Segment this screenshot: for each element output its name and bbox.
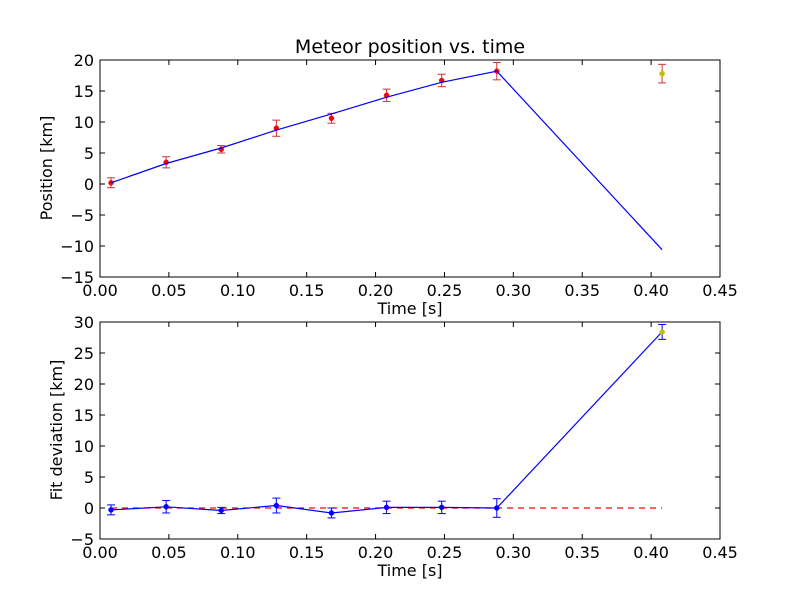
data-point [659,329,665,335]
y-tick-label: −5 [70,530,94,549]
y-tick-label: −15 [60,268,94,287]
y-tick-label: 20 [74,375,94,394]
plot-frame [99,59,721,278]
x-tick-label: 0.30 [496,281,532,300]
x-tick-label: 0.40 [633,543,669,562]
x-tick-label: 0.45 [702,281,738,300]
x-tick-label: 0.30 [496,543,532,562]
y-tick-label: −10 [60,237,94,256]
deviation-plot: Time [s] Fit deviation [km] 0.00 0.05 0.10… [47,313,738,580]
x-tick-label: 0.10 [220,281,256,300]
y-tick-label: 15 [74,406,94,425]
x-tick-label: 0.05 [151,281,187,300]
fit-line [110,70,663,251]
x-tick-label: 0.05 [151,543,187,562]
data-marks [107,61,667,251]
y-axis-label: Fit deviation [km] [47,360,66,501]
data-point [273,502,280,509]
x-tick-label: 0.15 [289,543,325,562]
y-tick-label: 0 [84,175,94,194]
x-tick-label: 0.20 [358,281,394,300]
x-axis-label: Time [s] [376,561,442,580]
x-tick-label: 0.35 [564,543,600,562]
x-tick-label: 0.10 [220,543,256,562]
y-tick-label: 20 [74,51,94,70]
data-point [328,510,335,516]
x-tick-label: 0.45 [702,543,738,562]
x-tick-label: 0.15 [289,281,325,300]
x-tick-label: 0.00 [82,281,118,300]
y-tick-label: 10 [74,437,94,456]
y-tick-label: 0 [84,499,94,518]
position-plot: Meteor position vs. time Time [s] Positi… [37,36,738,318]
x-tick-label: 0.25 [427,543,463,562]
x-tick-label: 0.40 [633,281,669,300]
x-tick-label: 0.00 [82,543,118,562]
y-tick-label: 10 [74,113,94,132]
x-tick-label: 0.35 [564,281,600,300]
y-tick-label: 15 [74,82,94,101]
plot-frame [99,321,721,540]
axis-ticks: 0.00 0.05 0.10 0.15 0.20 0.25 0.30 0.35 0.40 0.45… [70,313,737,562]
data-point [438,504,445,511]
data-point [659,70,665,77]
data-marks [107,323,667,519]
data-point [108,507,114,513]
y-tick-label: 25 [74,344,94,363]
y-tick-label: 30 [74,313,94,332]
data-point [328,115,335,122]
y-tick-label: −5 [70,206,94,225]
data-point [163,504,169,510]
data-point [383,504,390,511]
chart-title: Meteor position vs. time [295,36,525,58]
y-tick-label: 5 [84,144,94,163]
y-tick-label: 5 [84,468,94,487]
data-point [218,507,224,514]
data-point [494,505,500,511]
x-axis-label: Time [s] [376,299,442,318]
x-tick-label: 0.25 [427,281,463,300]
axis-ticks: 0.00 0.05 0.10 0.15 0.20 0.25 0.30 0.35 0.40 0.45… [60,51,738,300]
x-tick-label: 0.20 [358,543,394,562]
y-axis-label: Position [km] [37,116,56,221]
